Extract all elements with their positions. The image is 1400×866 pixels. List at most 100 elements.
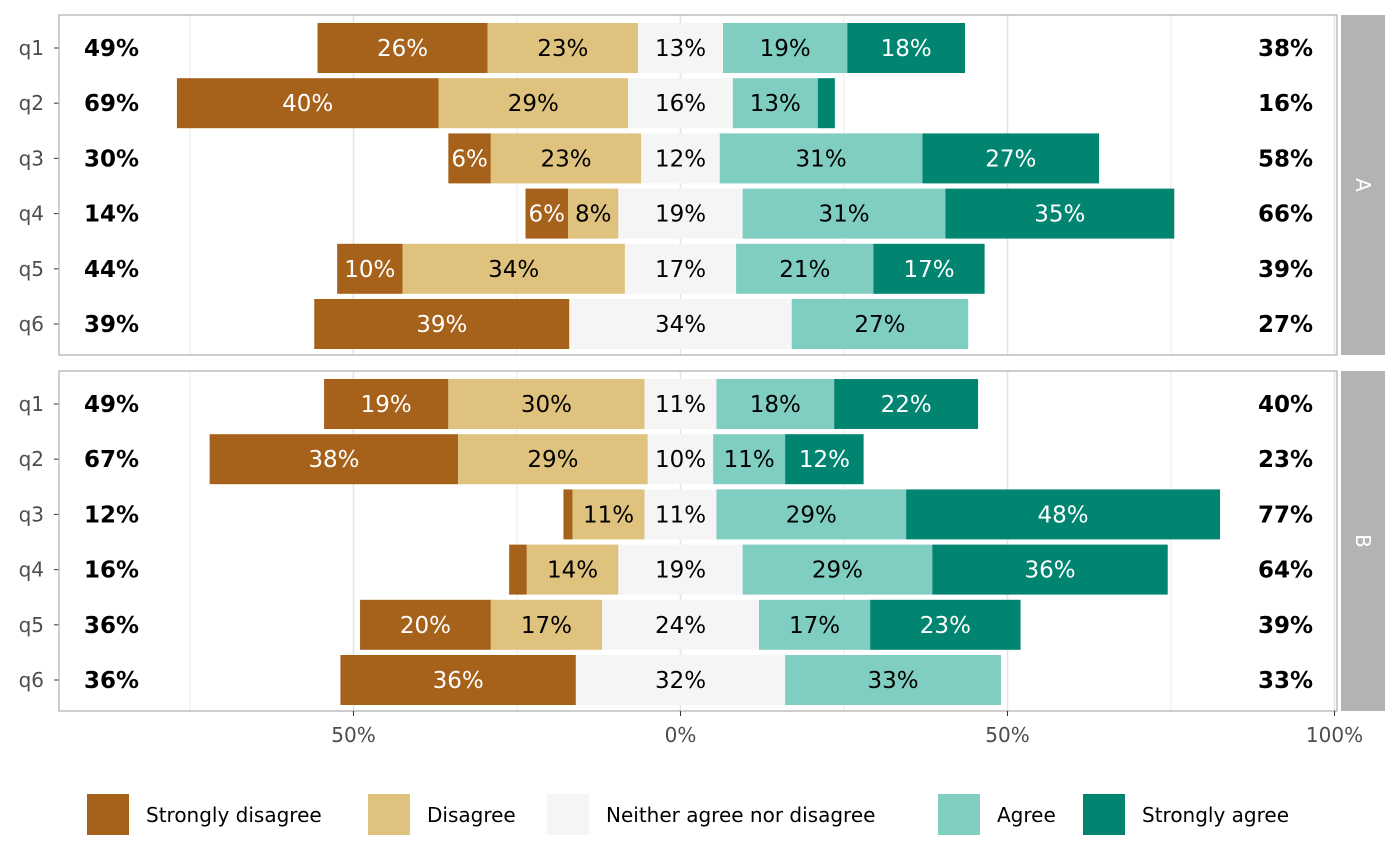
facet-strip-label: B [1351,534,1375,548]
bar-segment-strongly-disagree [340,655,576,705]
bar-segment-label: 10% [655,447,706,473]
bar-segment-label: 29% [812,558,863,584]
panel-border [58,370,1338,712]
bar-segment-disagree [438,78,629,129]
left-total-label: 39% [84,312,139,338]
bar-segment-label: 29% [786,502,837,528]
bar-segment-label: 27% [985,146,1036,172]
bar-segment-label: 19% [655,558,706,584]
bar-segment-label: 8% [575,202,612,228]
bar-segment-label: 39% [416,312,467,338]
bar-segment-label: 13% [655,36,706,62]
bar-segment-neither-agree-nor-disagree [618,188,743,239]
bar-segment-label: 22% [881,392,932,418]
bar-segment-agree [736,243,874,294]
y-tick-label: q6 [19,312,44,336]
bar-segment-agree [716,489,907,540]
bar-segment-agree [742,188,946,239]
bar-segment-neither-agree-nor-disagree [644,489,717,540]
bar-segment-label: 16% [655,91,706,117]
bar-segment-disagree [572,489,645,540]
x-tick-label: 50% [985,723,1029,747]
bar-segment-strongly-disagree [509,544,527,595]
bar-segment-disagree [526,544,619,595]
bar-segment-label: 24% [655,613,706,639]
left-total-label: 67% [84,447,139,473]
right-total-label: 40% [1258,392,1313,418]
bar-segment-label: 27% [854,312,905,338]
bar-segment-label: 29% [527,447,578,473]
bar-segment-strongly-agree [945,188,1175,239]
right-total-label: 16% [1258,91,1313,117]
bar-segment-label: 17% [521,613,572,639]
bar-segment-agree [758,599,871,650]
bar-segment-disagree [448,379,645,429]
right-total-label: 38% [1258,36,1313,62]
legend-key [368,794,410,835]
bar-segment-strongly-agree [873,243,985,294]
bar-segment-neither-agree-nor-disagree [569,299,792,349]
y-tick-label: q4 [19,558,44,582]
bar-segment-label: 26% [377,36,428,62]
bar-segment-strongly-agree [932,544,1168,595]
bar-segment-label: 36% [1024,558,1075,584]
x-tick-label: 100% [1306,723,1363,747]
bar-segment-label: 13% [750,91,801,117]
left-total-label: 36% [84,668,139,694]
bar-segment-agree [723,23,848,73]
bar-segment-label: 32% [655,668,706,694]
legend-label: Agree [997,803,1056,827]
facet-strip [1341,15,1385,355]
legend-key [938,794,980,835]
bar-segment-label: 17% [903,257,954,283]
bar-segment-strongly-disagree [563,489,573,540]
bar-segment-disagree [490,599,603,650]
bar-segment-agree [719,133,923,184]
y-tick-label: q1 [19,392,44,416]
y-tick-label: q5 [19,257,44,281]
y-tick-label: q1 [19,36,44,60]
bar-segment-neither-agree-nor-disagree [641,133,720,184]
right-total-label: 58% [1258,146,1313,172]
bar-segment-neither-agree-nor-disagree [628,78,733,129]
bar-segment-label: 20% [400,613,451,639]
right-total-label: 27% [1258,312,1313,338]
bar-segment-strongly-agree [785,434,864,485]
bar-segment-label: 29% [508,91,559,117]
left-total-label: 12% [84,502,139,528]
bar-segment-label: 21% [779,257,830,283]
right-total-label: 66% [1258,202,1313,228]
bar-segment-label: 6% [451,146,488,172]
legend-key [87,794,129,835]
bar-segment-label: 18% [881,36,932,62]
bar-segment-strongly-agree [906,489,1221,540]
bar-segment-strongly-disagree [337,243,403,294]
bar-segment-neither-agree-nor-disagree [644,379,717,429]
legend-key [547,794,589,835]
bar-segment-agree [785,655,1001,705]
right-total-label: 33% [1258,668,1313,694]
bar-segment-label: 40% [282,91,333,117]
legend-label: Neither agree nor disagree [606,803,875,827]
bar-segment-label: 36% [433,668,484,694]
right-total-label: 64% [1258,558,1313,584]
left-total-label: 44% [84,257,139,283]
bar-segment-neither-agree-nor-disagree [618,544,743,595]
bar-segment-disagree [568,188,619,239]
panel-border [58,14,1338,356]
bar-segment-disagree [487,23,638,73]
bar-segment-label: 23% [540,146,591,172]
bar-segment-strongly-disagree [448,133,491,184]
bar-segment-neither-agree-nor-disagree [647,434,714,485]
bar-segment-strongly-disagree [209,434,459,485]
bar-segment-agree [713,434,786,485]
bar-segment-label: 17% [655,257,706,283]
x-tick-label: 0% [665,723,697,747]
right-total-label: 39% [1258,613,1313,639]
bar-segment-label: 34% [488,257,539,283]
left-total-label: 16% [84,558,139,584]
y-tick-label: q3 [19,146,44,170]
bar-segment-label: 11% [655,502,706,528]
bar-segment-label: 35% [1034,202,1085,228]
bar-segment-label: 10% [344,257,395,283]
